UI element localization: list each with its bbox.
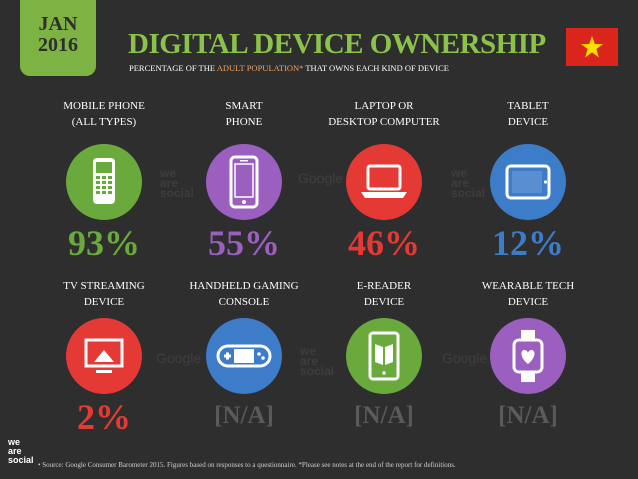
device-value: 12% xyxy=(492,223,564,263)
source-footnote: • Source: Google Consumer Barometer 2015… xyxy=(38,461,456,469)
subtitle-suffix: THAT OWNS EACH KIND OF DEVICE xyxy=(303,63,449,73)
device-label: MOBILE PHONE (ALL TYPES) xyxy=(63,100,145,128)
date-month: JAN xyxy=(38,13,78,35)
device-value: [N/A] xyxy=(498,402,558,429)
device-gaming-console: HANDHELD GAMING CONSOLE [N/A] xyxy=(174,278,314,438)
device-label: E-READER DEVICE xyxy=(356,280,412,308)
google-watermark: Google xyxy=(298,170,344,186)
star-icon xyxy=(581,36,603,58)
device-mobile-phone: MOBILE PHONE (ALL TYPES) 93% xyxy=(34,98,174,263)
device-laptop: LAPTOP OR DESKTOP COMPUTER 46% xyxy=(314,98,454,263)
google-watermark: Google xyxy=(156,350,202,366)
subtitle-highlight: ADULT POPULATION* xyxy=(216,63,304,73)
laptop-icon xyxy=(346,144,422,220)
device-label: LAPTOP OR DESKTOP COMPUTER xyxy=(328,100,440,128)
device-label: WEARABLE TECH DEVICE xyxy=(481,280,575,308)
tv-streaming-icon xyxy=(66,318,142,394)
ereader-icon xyxy=(346,318,422,394)
page-title: DIGITAL DEVICE OWNERSHIP xyxy=(128,28,546,60)
device-label: TV STREAMING DEVICE xyxy=(63,280,145,308)
vietnam-flag-icon xyxy=(566,28,618,66)
device-label: TABLET DEVICE xyxy=(507,100,549,128)
device-label: HANDHELD GAMING CONSOLE xyxy=(189,280,299,308)
device-tablet: TABLET DEVICE 12% xyxy=(458,98,598,263)
we-are-social-logo: we are social xyxy=(8,437,34,465)
device-value: 46% xyxy=(348,223,420,263)
gaming-console-icon xyxy=(206,318,282,394)
device-value: [N/A] xyxy=(214,402,274,429)
we-are-social-watermark: we are social xyxy=(300,344,335,378)
wearable-icon xyxy=(490,318,566,394)
device-value: 93% xyxy=(68,223,140,263)
subtitle-prefix: PERCENTAGE OF THE xyxy=(129,63,217,73)
device-tv-streaming: TV STREAMING DEVICE 2% xyxy=(34,278,174,438)
device-wearable: WEARABLE TECH DEVICE [N/A] xyxy=(458,278,598,438)
tablet-icon xyxy=(490,144,566,220)
device-value: 55% xyxy=(208,223,280,263)
google-watermark: Google xyxy=(442,350,488,366)
mobile-phone-icon xyxy=(66,144,142,220)
device-smartphone: SMART PHONE 55% xyxy=(174,98,314,263)
we-are-social-watermark: we are social xyxy=(160,166,195,200)
device-ereader: E-READER DEVICE [N/A] xyxy=(314,278,454,438)
page-subtitle: PERCENTAGE OF THE ADULT POPULATION* THAT… xyxy=(129,63,449,73)
date-badge: JAN 2016 xyxy=(20,0,96,76)
device-value: [N/A] xyxy=(354,402,414,429)
we-are-social-watermark: we are social xyxy=(451,166,486,200)
smartphone-icon xyxy=(206,144,282,220)
date-year: 2016 xyxy=(38,34,78,56)
device-value: 2% xyxy=(77,397,131,437)
device-label: SMART PHONE xyxy=(225,100,263,128)
